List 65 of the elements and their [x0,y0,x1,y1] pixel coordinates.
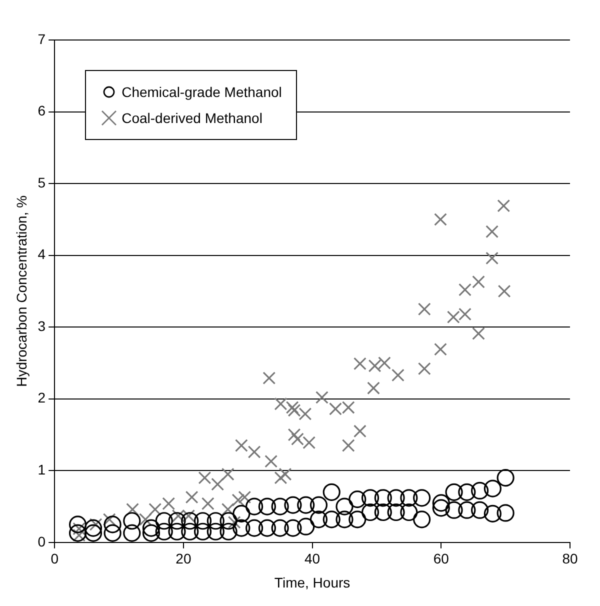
point [458,283,472,296]
point [198,471,212,484]
point [234,439,248,452]
legend-label: Coal-derived Methanol [122,110,262,126]
point [418,302,431,316]
x-axis-title: Time, Hours [274,574,350,590]
y-tick-label: 3 [38,318,46,334]
point [368,359,382,372]
point [342,439,355,452]
point [486,252,498,265]
point [211,478,224,491]
point [288,404,301,417]
x-tick-label: 20 [176,550,192,567]
point [201,497,214,510]
y-axis-title: Hydrocarbon Concentration, % [13,195,30,387]
x-tick-label: 40 [304,550,320,567]
y-tick-label: 7 [38,30,46,47]
point [342,401,355,414]
y-tick-label: 1 [38,461,46,478]
point [262,372,276,384]
legend-label: Chemical-grade Methanol [122,84,282,100]
point [329,402,342,416]
point [472,275,485,288]
point [354,357,366,370]
point [221,502,234,516]
point [497,199,510,212]
point [148,502,162,516]
point [274,471,288,484]
point [291,432,304,446]
point [378,356,391,370]
point [278,468,292,481]
x-tick-label: 60 [433,550,450,567]
point [298,407,312,420]
point [354,424,366,438]
point [316,390,328,404]
y-tick-label: 2 [38,390,46,406]
y-tick-label: 0 [38,533,46,550]
point [498,284,511,298]
y-tick-label: 6 [38,102,46,119]
point [238,490,252,504]
y-tick-label: 4 [38,246,46,262]
point [248,446,261,458]
point [434,212,447,226]
point [185,490,198,504]
point [392,368,404,382]
y-tick-label: 5 [38,174,46,190]
point [138,512,152,526]
point [472,327,485,340]
point [458,308,472,321]
point [418,362,431,376]
point [264,454,278,468]
point [274,397,288,410]
point [232,494,245,507]
point [288,428,301,442]
point [221,468,234,481]
point [162,497,176,510]
point [286,401,299,414]
point [367,382,380,395]
point [302,436,316,450]
point [126,502,139,516]
point [486,225,498,238]
x-tick-label: 80 [562,550,578,567]
point [446,310,460,324]
x-tick-label: 0 [50,550,59,567]
point [434,342,447,356]
